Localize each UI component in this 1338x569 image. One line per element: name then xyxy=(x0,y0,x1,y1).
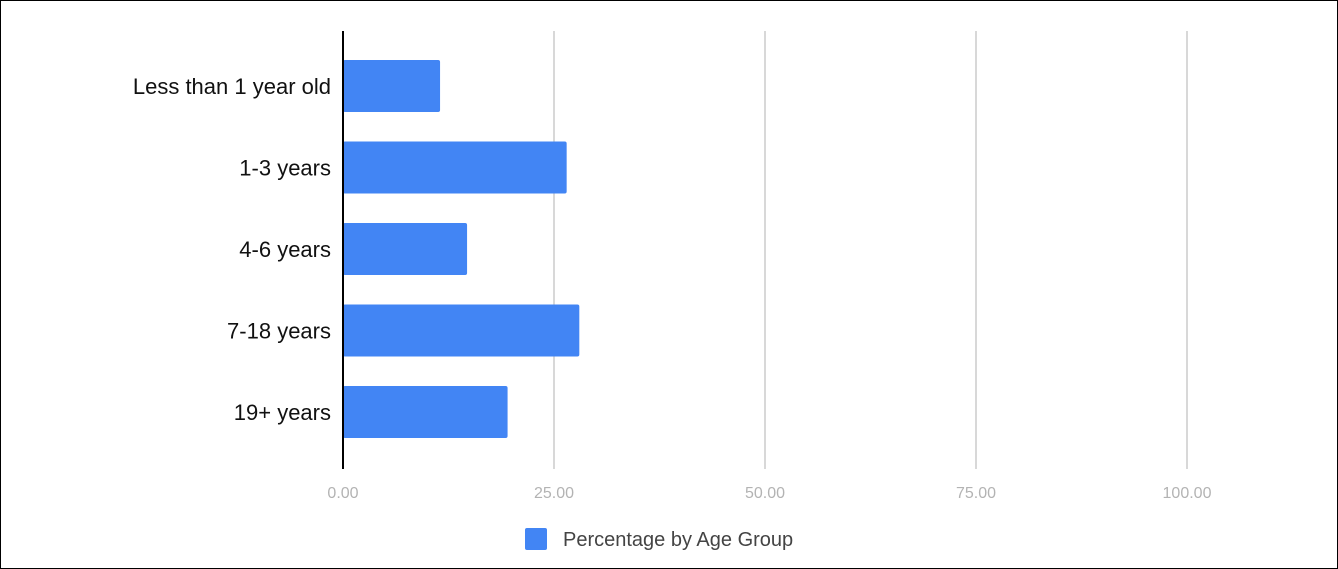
bar xyxy=(343,141,567,194)
bar xyxy=(343,60,441,112)
category-label: 4-6 years xyxy=(239,237,331,262)
gridlines xyxy=(553,31,1188,469)
bar xyxy=(343,223,468,275)
x-tick-label: 50.00 xyxy=(745,485,785,502)
category-labels: Less than 1 year old 1-3 years 4-6 years 7-… xyxy=(133,74,331,425)
tick-labels: 0.00 25.00 50.00 75.00 100.00 xyxy=(327,485,1211,502)
bar xyxy=(343,386,508,438)
x-tick-label: 25.00 xyxy=(534,485,574,502)
bar xyxy=(343,304,580,357)
category-label: 1-3 years xyxy=(239,156,331,181)
legend: Percentage by Age Group xyxy=(525,528,793,551)
legend-label: Percentage by Age Group xyxy=(563,529,793,551)
x-tick-label: 0.00 xyxy=(327,485,358,502)
x-tick-label: 100.00 xyxy=(1163,485,1212,502)
bars xyxy=(343,60,580,438)
x-tick-label: 75.00 xyxy=(956,485,996,502)
category-label: Less than 1 year old xyxy=(133,74,331,99)
category-label: 7-18 years xyxy=(227,319,331,344)
category-label: 19+ years xyxy=(234,400,331,425)
legend-swatch xyxy=(525,528,547,550)
